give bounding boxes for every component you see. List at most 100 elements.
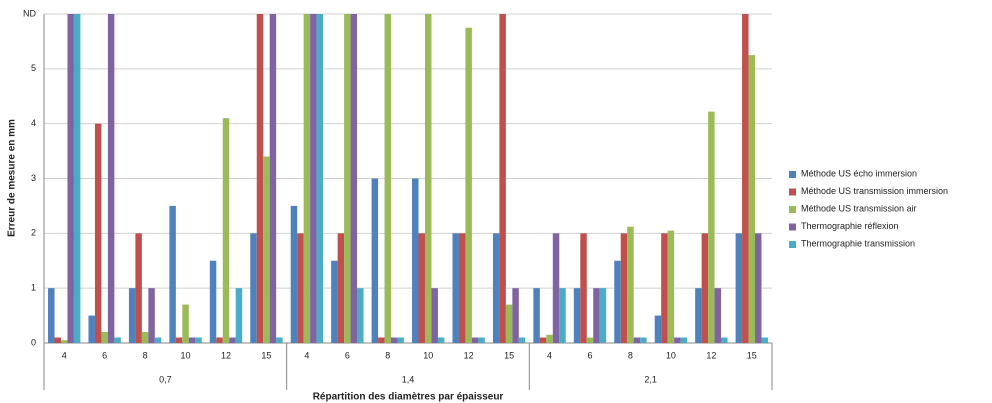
bar — [748, 55, 756, 343]
bar — [371, 178, 379, 343]
bar — [708, 111, 715, 343]
x-tick-label: 4 — [304, 350, 309, 360]
bar — [94, 123, 102, 344]
legend-swatch — [789, 223, 796, 231]
bar — [397, 337, 404, 343]
bar — [250, 233, 257, 343]
x-tick-label: 8 — [143, 350, 148, 360]
group-label: 2,1 — [644, 374, 657, 384]
bar — [559, 288, 566, 343]
x-tick-label: 6 — [345, 350, 350, 360]
y-tick-label: 1 — [31, 283, 36, 293]
x-tick-label: 12 — [464, 350, 474, 360]
y-tick-label: 3 — [31, 173, 36, 183]
bar — [492, 233, 500, 343]
bar — [60, 340, 68, 343]
bar — [391, 337, 398, 343]
x-tick-label: 15 — [504, 350, 514, 360]
legend-label: Méthode US transmission air — [801, 203, 917, 213]
y-tick-label: 4 — [31, 118, 36, 128]
bar — [518, 337, 526, 343]
bar — [350, 14, 358, 343]
x-axis-label: Répartition des diamètres par épaisseur — [313, 392, 504, 403]
bar — [580, 233, 587, 343]
bar — [680, 337, 688, 343]
bar — [412, 178, 419, 343]
bar — [418, 233, 425, 343]
bar — [742, 14, 749, 343]
bar — [141, 332, 149, 343]
bar — [235, 288, 243, 343]
bar — [337, 233, 345, 343]
x-tick-label: 10 — [423, 350, 433, 360]
bar — [222, 118, 230, 343]
bar — [310, 14, 317, 343]
bar — [614, 260, 621, 343]
bar — [431, 288, 438, 343]
bar — [695, 288, 702, 343]
bar — [378, 337, 385, 343]
bar — [303, 14, 311, 343]
bar — [633, 337, 641, 343]
bar — [755, 233, 762, 343]
bar — [627, 226, 634, 343]
legend-swatch — [789, 171, 796, 178]
bar — [539, 337, 547, 343]
bar — [128, 288, 136, 343]
bar — [701, 233, 709, 343]
bar — [586, 337, 594, 343]
bar — [331, 260, 338, 343]
bar — [290, 205, 298, 343]
x-tick-label: 15 — [261, 350, 271, 360]
bar — [424, 14, 432, 343]
bar — [276, 337, 283, 343]
x-tick-label: 15 — [747, 350, 757, 360]
legend-swatch — [789, 188, 796, 196]
bar — [114, 337, 121, 343]
x-tick-label: 12 — [221, 350, 231, 360]
bar — [499, 14, 506, 343]
bar — [195, 337, 202, 343]
y-axis-label: Erreur de mesure en mm — [7, 119, 18, 237]
bar — [256, 14, 264, 343]
bar — [505, 304, 513, 343]
bar — [714, 288, 722, 343]
bar — [154, 337, 162, 343]
bar — [573, 288, 581, 343]
bar — [297, 233, 304, 343]
bar — [546, 334, 553, 343]
bar — [48, 288, 55, 343]
x-tick-label: 8 — [628, 350, 633, 360]
bar — [437, 337, 445, 343]
bar — [599, 288, 607, 343]
bar — [263, 156, 270, 343]
bar — [88, 315, 95, 343]
bar — [107, 14, 115, 343]
bar — [135, 233, 142, 343]
y-tick-label: 0 — [31, 337, 36, 347]
x-tick-label: 4 — [62, 350, 67, 360]
bar — [512, 288, 519, 343]
bar — [182, 304, 189, 343]
bar — [357, 288, 364, 343]
bar — [73, 14, 81, 343]
legend-label: Thermographie réflexion — [801, 221, 899, 231]
legend-label: Thermographie transmission — [801, 238, 915, 248]
bar — [54, 337, 61, 343]
group-label: 0,7 — [159, 374, 172, 384]
x-tick-label: 12 — [706, 350, 716, 360]
legend-label: Méthode US écho immersion — [801, 168, 917, 178]
bar — [654, 315, 662, 343]
bar — [269, 14, 277, 343]
bar — [761, 337, 768, 343]
y-tick-label: 2 — [31, 228, 36, 238]
bar — [101, 332, 108, 343]
bar — [316, 14, 324, 343]
bar — [471, 337, 479, 343]
bar — [216, 337, 223, 343]
bar — [67, 14, 74, 343]
x-tick-label: 10 — [181, 350, 191, 360]
bar — [209, 260, 217, 343]
bar — [640, 337, 647, 343]
bar — [169, 205, 176, 343]
